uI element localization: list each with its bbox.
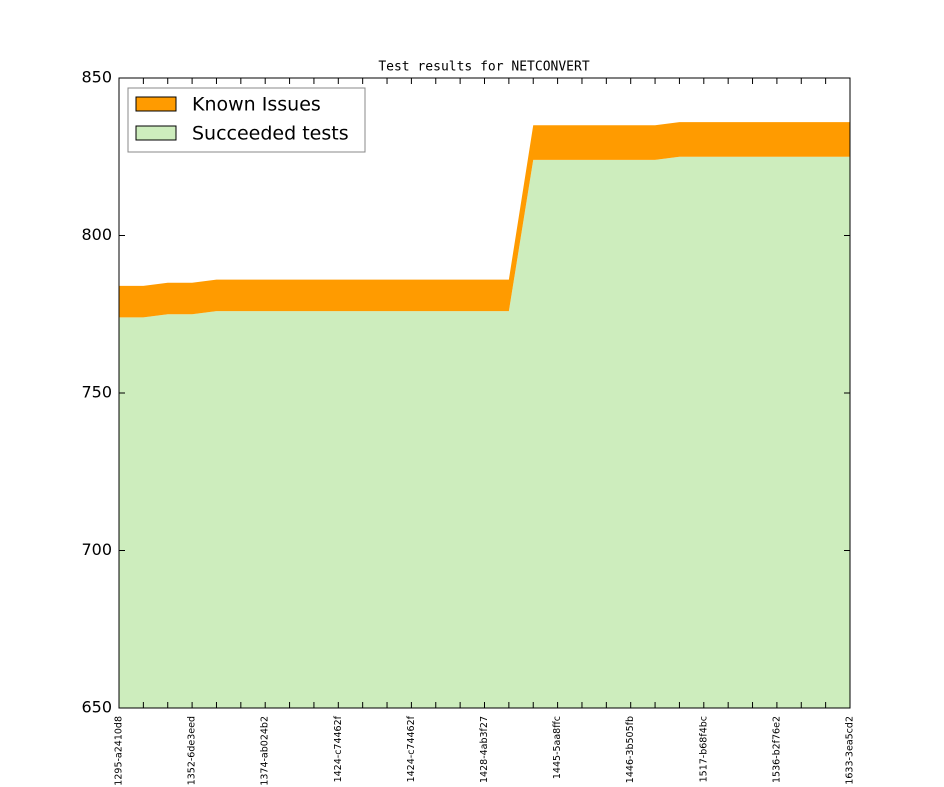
y-tick-label: 700 [81,540,112,559]
x-tick-label: 1446-3b505fb [625,716,636,783]
area [119,156,850,708]
area [119,122,850,318]
chart-title: Test results for NETCONVERT [378,60,589,75]
x-tick-label: 1633-3ea5cd2 [845,716,856,785]
y-tick-label: 850 [81,68,112,87]
legend-label: Known Issues [192,94,321,116]
y-tick-label: 650 [81,698,112,717]
y-tick-label: 750 [81,383,112,402]
x-tick-label: 1517-b68f4bc [698,716,709,782]
x-tick-label: 1536-b2f76e2 [771,716,782,783]
legend-swatch [135,125,177,141]
x-tick-label: 1374-ab024b2 [260,716,271,786]
legend: Known Issues Succeeded tests [127,87,366,153]
x-tick-label: 1295-a2410d8 [114,716,125,786]
legend-label: Succeeded tests [192,123,349,145]
x-tick-label: 1424-c74462f [333,715,344,782]
x-tick-label: 1352-6de3eed [187,716,198,785]
x-tick-label: 1445-5aa8ffc [552,716,563,779]
y-tick-label: 800 [81,225,112,244]
x-tick-label: 1424-c74462f [406,715,417,782]
x-tick-label: 1428-4ab3f27 [479,716,490,783]
legend-swatch [135,96,177,112]
